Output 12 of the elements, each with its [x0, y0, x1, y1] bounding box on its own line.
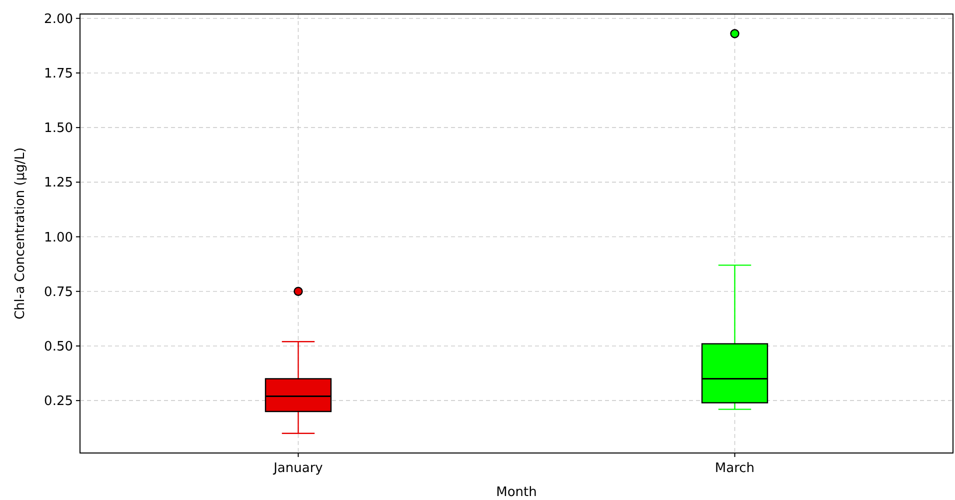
- y-tick-label: 1.75: [44, 66, 73, 82]
- y-tick-label: 0.25: [44, 394, 73, 410]
- x-axis-title: Month: [496, 485, 537, 500]
- x-tick-label: January: [272, 461, 324, 476]
- y-tick-label: 0.50: [44, 340, 73, 355]
- y-axis-title: Chl-a Concentration (µg/L): [13, 147, 28, 320]
- y-tick-label: 1.50: [44, 121, 73, 136]
- y-tick-label: 1.25: [44, 176, 73, 191]
- y-tick-label: 1.00: [44, 230, 73, 246]
- y-tick-label: 0.75: [44, 284, 73, 300]
- y-tick-label: 2.00: [44, 12, 73, 27]
- x-tick-label: March: [714, 461, 755, 476]
